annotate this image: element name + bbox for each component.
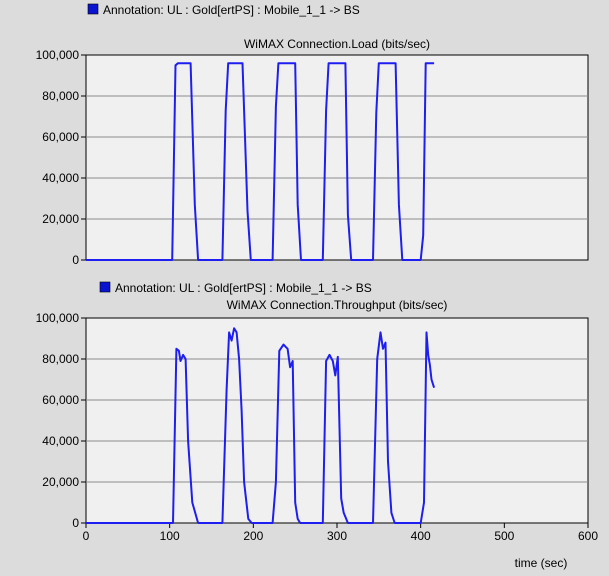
chart2-plot-area (85, 317, 589, 524)
chart2-ytick-label: 80,000 (42, 352, 79, 366)
chart1-title: WiMAX Connection.Load (bits/sec) (244, 37, 430, 51)
chart2-ytick-label: 20,000 (42, 475, 79, 489)
chart2-series-line (86, 327, 436, 524)
chart2-xtick-label: 0 (83, 529, 90, 543)
chart2-ytick-label: 60,000 (42, 393, 79, 407)
chart2-xtick-label: 600 (578, 529, 598, 543)
chart2-ytick-label: 40,000 (42, 434, 79, 448)
chart2-xtick-label: 100 (160, 529, 180, 543)
chart2-xtick-label: 400 (411, 529, 431, 543)
chart2-xtick-label: 300 (327, 529, 347, 543)
chart1-ytick-label: 100,000 (36, 48, 80, 62)
chart2-legend-label: Annotation: UL : Gold[ertPS] : Mobile_1_… (115, 281, 372, 295)
chart1-legend-swatch (87, 3, 99, 15)
chart1-ytick-label: 60,000 (42, 130, 79, 144)
chart1-ytick-label: 20,000 (42, 212, 79, 226)
chart2-title: WiMAX Connection.Throughput (bits/sec) (227, 298, 448, 312)
chart2-xtick-label: 200 (243, 529, 263, 543)
chart1-legend-label: Annotation: UL : Gold[ertPS] : Mobile_1_… (103, 3, 360, 17)
chart1-ytick-label: 80,000 (42, 89, 79, 103)
chart2-xtick-label: 500 (494, 529, 514, 543)
chart2-ytick-label: 100,000 (36, 311, 80, 325)
chart2-legend-swatch (99, 281, 111, 293)
chart1-ytick-label: 40,000 (42, 171, 79, 185)
chart1-plot-area (85, 54, 589, 261)
chart1-series-line (86, 62, 435, 261)
chart2-ytick-label: 0 (72, 516, 79, 530)
chart1-ytick-label: 0 (72, 253, 79, 267)
x-axis-label: time (sec) (515, 556, 568, 570)
